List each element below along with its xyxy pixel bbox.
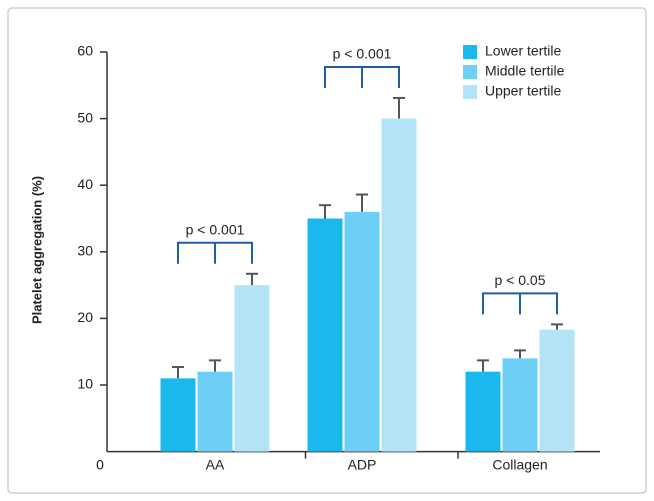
bar <box>344 211 380 452</box>
legend-label: Lower tertile <box>485 43 561 59</box>
significance-label: p < 0.05 <box>495 272 546 288</box>
significance-label: p < 0.001 <box>186 221 245 237</box>
y-axis-label: Platelet aggregation (%) <box>29 176 44 324</box>
y-tick-label: 60 <box>77 43 93 59</box>
significance-label: p < 0.001 <box>333 46 392 62</box>
significance-bracket <box>177 241 253 264</box>
legend-label: Middle tertile <box>485 63 565 79</box>
bar <box>197 371 233 452</box>
significance-bracket <box>482 292 558 315</box>
x-tick-label: AA <box>206 456 225 472</box>
bar <box>307 218 343 452</box>
bar <box>160 378 196 452</box>
legend-label: Upper tertile <box>485 83 561 99</box>
bar <box>381 118 417 452</box>
legend-swatch <box>463 85 477 99</box>
legend-swatch <box>463 45 477 59</box>
y-tick-label: 50 <box>77 109 93 125</box>
bar <box>539 329 575 452</box>
bar <box>465 371 501 452</box>
legend-swatch <box>463 65 477 79</box>
y-tick-label: 30 <box>77 243 93 259</box>
y-tick-label: 40 <box>77 176 93 192</box>
bar <box>234 285 270 452</box>
y-tick-label: 20 <box>77 309 93 325</box>
bar <box>502 358 538 452</box>
y-tick-label: 10 <box>77 376 93 392</box>
x-tick-label: ADP <box>348 456 377 472</box>
significance-bracket <box>324 65 400 88</box>
x-tick-label: Collagen <box>492 456 547 472</box>
y-tick-label: 0 <box>96 456 104 472</box>
